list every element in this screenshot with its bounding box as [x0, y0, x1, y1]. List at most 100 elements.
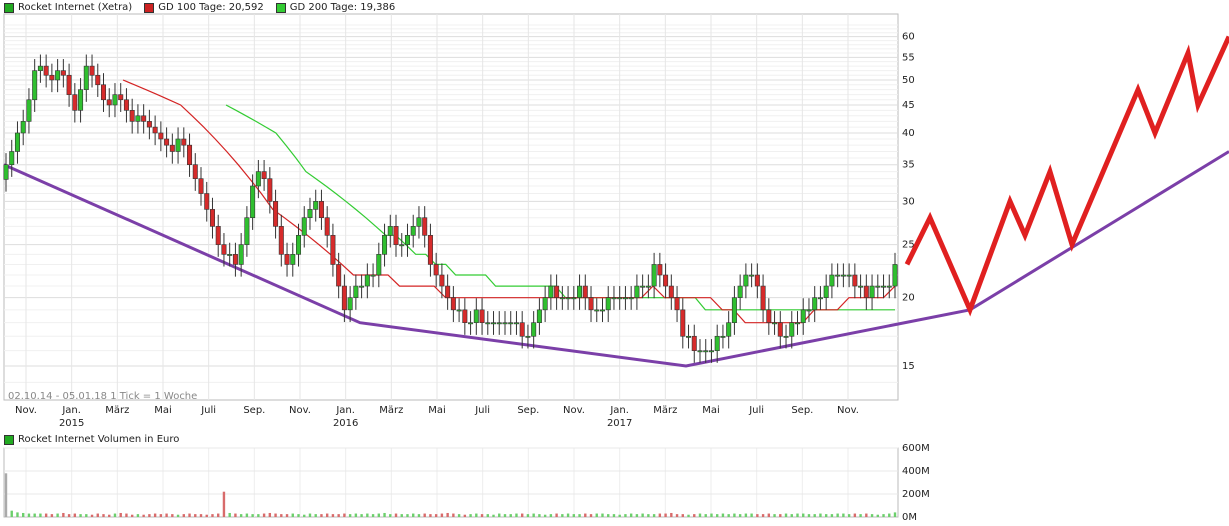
candle-body: [863, 285, 869, 298]
candle-body: [301, 217, 307, 236]
volume-bar: [853, 513, 857, 517]
month-tick-label: März: [653, 405, 677, 416]
candle-body: [674, 297, 680, 311]
candle-body: [204, 193, 210, 210]
candle-body: [852, 274, 858, 287]
candle-body: [577, 285, 583, 298]
candle-body: [347, 297, 353, 311]
legend-ma200-swatch: [275, 2, 286, 13]
volume-bar: [274, 513, 277, 517]
candle-body: [3, 164, 9, 180]
volume-y-ticks: 0M 200M 400M 600M: [902, 443, 930, 523]
volume-bar: [354, 513, 358, 517]
volume-bar: [515, 513, 518, 517]
candle-body: [840, 274, 846, 277]
volume-bar: [635, 514, 639, 517]
volume-bar: [429, 514, 432, 517]
candle-body: [491, 322, 497, 325]
month-tick-label: Jan.: [61, 405, 81, 416]
candle-body: [835, 274, 841, 277]
volume-bar: [389, 514, 392, 517]
candle-body: [232, 254, 238, 265]
volume-bar: [727, 514, 730, 517]
volume-bar: [205, 514, 208, 517]
year-tick-label: 2017: [607, 418, 632, 429]
volume-bar: [90, 514, 94, 517]
candle-body: [508, 322, 514, 325]
candle-body: [55, 70, 61, 81]
candle-body: [404, 235, 410, 245]
volume-bar: [767, 513, 771, 517]
price-y-tick: 30: [902, 196, 915, 207]
volume-bar: [33, 513, 36, 517]
candle-body: [823, 285, 829, 298]
candle-body: [645, 285, 651, 288]
month-tick-label: Jan.: [335, 405, 355, 416]
candle-body: [554, 285, 560, 298]
candle-body: [525, 335, 531, 338]
candle-body: [485, 322, 491, 325]
volume-bar: [664, 513, 667, 517]
volume-bar: [750, 513, 753, 517]
volume-bar: [744, 513, 748, 517]
month-tick-label: Nov.: [563, 405, 585, 416]
volume-bar: [113, 513, 117, 517]
volume-bar: [343, 513, 346, 517]
period-note: 02.10.14 - 05.01.18 1 Tick = 1 Woche: [8, 391, 197, 402]
volume-bar: [50, 514, 54, 517]
volume-bar: [39, 513, 42, 517]
candle-body: [152, 126, 158, 134]
month-tick-label: Sep.: [517, 405, 539, 416]
candle-body: [313, 201, 319, 210]
volume-bar: [498, 513, 501, 517]
volume-bar: [790, 514, 793, 517]
candles: [3, 54, 898, 363]
volume-bar: [716, 514, 719, 517]
volume-bar: [802, 513, 805, 517]
candle-body: [387, 226, 393, 236]
candle-body: [209, 209, 215, 227]
candle-body: [754, 274, 760, 287]
candle-body: [353, 285, 359, 298]
candle-body: [531, 322, 537, 337]
volume-bar: [543, 514, 547, 517]
volume-bar: [486, 514, 489, 517]
candle-body: [445, 285, 451, 298]
volume-bar: [96, 513, 99, 517]
candle-body: [273, 201, 279, 227]
month-tick-label: Nov.: [289, 405, 311, 416]
volume-bar: [199, 514, 203, 517]
candle-body: [766, 309, 772, 323]
volume-bar: [67, 514, 71, 517]
volume-bar: [733, 513, 736, 517]
volume-bar: [234, 513, 237, 517]
candle-body: [657, 264, 663, 276]
volume-bar: [434, 514, 438, 517]
price-y-tick: 50: [902, 75, 915, 86]
candle-body: [169, 144, 175, 152]
legend-price: Rocket Internet (Xetra): [4, 2, 132, 13]
volume-bar: [779, 514, 782, 517]
volume-bar: [291, 513, 294, 517]
candle-body: [680, 309, 686, 337]
candle-body: [496, 322, 502, 325]
volume-bar: [589, 514, 593, 517]
candle-body: [714, 335, 720, 351]
volume-bar: [509, 514, 512, 517]
volume-bar: [159, 514, 163, 517]
candle-body: [760, 285, 766, 311]
volume-bar: [102, 514, 105, 517]
volume-bar: [119, 512, 122, 517]
price-grid: [3, 13, 899, 401]
volume-bar: [601, 513, 604, 517]
volume-bar: [492, 514, 495, 517]
candle-body: [376, 254, 382, 276]
candle-body: [244, 217, 250, 245]
volume-bar: [561, 514, 564, 517]
volume-bar: [165, 513, 168, 517]
volume-bar: [756, 514, 759, 517]
candle-body: [473, 309, 479, 323]
month-tick-label: Juli: [474, 405, 490, 416]
price-y-tick: 15: [902, 361, 915, 372]
candle-body: [513, 322, 519, 325]
